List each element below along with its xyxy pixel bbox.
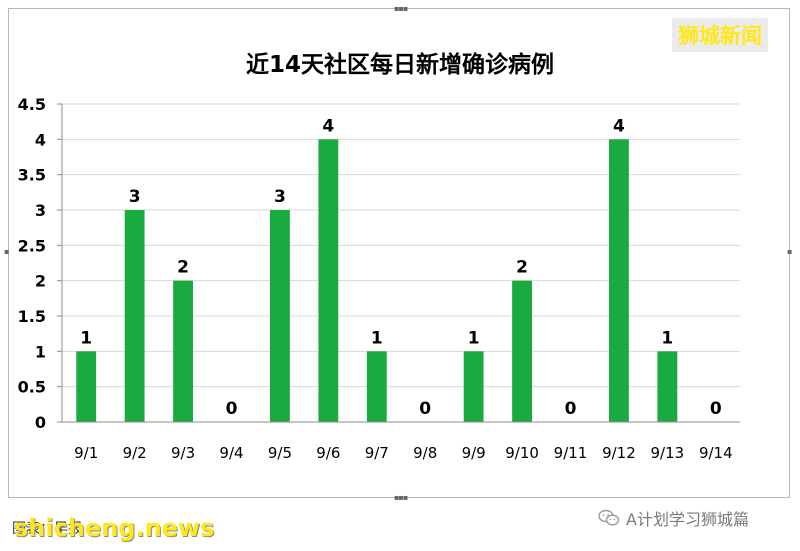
x-tick-label-9/10: 9/10 bbox=[505, 444, 539, 462]
chart-title: 近14天社区每日新增确诊病例 bbox=[245, 52, 554, 78]
bar-9/12[interactable] bbox=[609, 139, 629, 423]
data-label-9/10: 2 bbox=[516, 258, 528, 278]
x-tick-label-9/2: 9/2 bbox=[123, 444, 147, 462]
data-label-9/6: 4 bbox=[322, 116, 334, 136]
resize-handle-bottom[interactable]: ▪▪▪ bbox=[394, 493, 408, 502]
site-watermark: shicheng.news bbox=[14, 514, 215, 542]
x-tick-label-9/6: 9/6 bbox=[316, 444, 340, 462]
data-label-9/14: 0 bbox=[710, 399, 722, 419]
data-label-9/3: 2 bbox=[177, 258, 189, 278]
data-label-9/4: 0 bbox=[226, 399, 238, 419]
chart-credit: 图表：早报 bbox=[12, 521, 82, 537]
y-tick-label-2: 1 bbox=[35, 342, 46, 361]
bar-9/13[interactable] bbox=[657, 351, 678, 422]
y-tick-label-1: 0.5 bbox=[18, 378, 46, 397]
y-tick-label-4: 2 bbox=[35, 272, 46, 291]
data-label-9/11: 0 bbox=[565, 399, 577, 419]
y-tick-label-5: 2.5 bbox=[18, 236, 46, 255]
data-label-9/8: 0 bbox=[419, 399, 431, 419]
y-tick-label-3: 1.5 bbox=[18, 307, 46, 326]
y-tick-label-9: 4.5 bbox=[18, 95, 46, 114]
resize-handle-top[interactable]: ▪▪▪ bbox=[394, 4, 408, 13]
data-label-9/12: 4 bbox=[613, 116, 625, 136]
x-tick-label-9/1: 9/1 bbox=[74, 444, 98, 462]
y-tick-label-7: 3.5 bbox=[18, 166, 46, 185]
data-label-9/7: 1 bbox=[371, 328, 383, 348]
x-tick-label-9/3: 9/3 bbox=[171, 444, 195, 462]
data-labels: 1 3 2 0 3 4 1 0 1 2 0 4 1 0 bbox=[80, 116, 722, 419]
x-tick-label-9/8: 9/8 bbox=[413, 444, 437, 462]
data-label-9/1: 1 bbox=[80, 328, 92, 348]
x-tick-label-9/5: 9/5 bbox=[268, 444, 292, 462]
account-name: A计划学习狮城篇 bbox=[626, 510, 749, 529]
y-tick-label-0: 0 bbox=[35, 413, 46, 432]
bar-9/2[interactable] bbox=[124, 210, 145, 422]
resize-handle-right[interactable]: ▪ bbox=[787, 247, 793, 256]
data-label-9/9: 1 bbox=[468, 328, 480, 348]
x-tick-label-9/11: 9/11 bbox=[554, 444, 588, 462]
data-label-9/2: 3 bbox=[129, 187, 141, 207]
bar-9/5[interactable] bbox=[270, 210, 290, 422]
y-tick-label-6: 3 bbox=[35, 201, 46, 220]
axes: 0 0.5 1 1.5 2 2.5 3 3.5 4 4.5 9/1 9/2 9/3 9/4 9/5 9/6 9/… bbox=[18, 95, 740, 462]
x-tick-label-9/9: 9/9 bbox=[462, 444, 486, 462]
bar-9/9[interactable] bbox=[463, 351, 484, 422]
bar-9/1[interactable] bbox=[76, 351, 97, 422]
y-tick-label-8: 4 bbox=[35, 130, 46, 149]
x-tick-label-9/14: 9/14 bbox=[699, 444, 733, 462]
x-tick-label-9/13: 9/13 bbox=[651, 444, 685, 462]
bars bbox=[76, 139, 678, 423]
watermark-logo: 狮城新闻 bbox=[672, 18, 768, 52]
resize-handle-left[interactable]: ▪ bbox=[4, 247, 10, 256]
bar-9/7[interactable] bbox=[366, 351, 387, 422]
gridlines bbox=[62, 103, 740, 388]
bar-9/3[interactable] bbox=[173, 280, 193, 422]
bar-9/10[interactable] bbox=[512, 280, 532, 422]
data-label-9/13: 1 bbox=[661, 328, 673, 348]
x-tick-label-9/12: 9/12 bbox=[602, 444, 636, 462]
x-tick-label-9/7: 9/7 bbox=[365, 444, 389, 462]
data-label-9/5: 3 bbox=[274, 187, 286, 207]
account-watermark: A计划学习狮城篇 bbox=[598, 506, 749, 530]
bar-9/6[interactable] bbox=[318, 139, 339, 423]
wechat-icon bbox=[598, 509, 620, 526]
x-tick-label-9/4: 9/4 bbox=[219, 444, 243, 462]
